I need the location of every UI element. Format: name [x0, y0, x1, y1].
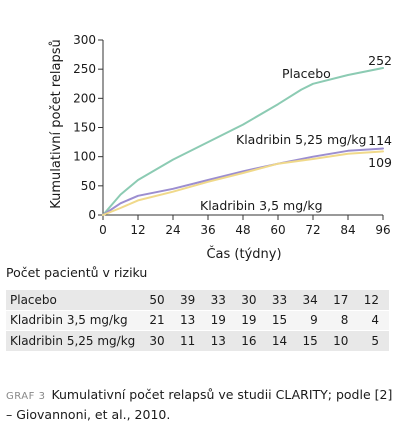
risk-row-name: Kladribin 3,5 mg/kg: [6, 310, 144, 331]
risk-cell: 33: [266, 290, 298, 311]
risk-cell: 10: [327, 330, 359, 352]
x-tick-label: 48: [235, 223, 250, 237]
risk-cell: 30: [235, 290, 267, 311]
risk-cell: 15: [297, 330, 328, 352]
risk-row-name: Kladribin 5,25 mg/kg: [6, 330, 144, 352]
y-tick-label: 250: [73, 62, 96, 76]
risk-cell: 9: [297, 310, 328, 331]
risk-cell: 5: [358, 330, 389, 352]
risk-row-placebo: Placebo 50 39 33 30 33 34 17 12: [6, 290, 389, 311]
y-tick-label: 50: [81, 179, 96, 193]
risk-cell: 4: [358, 310, 389, 331]
y-tick-label: 200: [73, 91, 96, 105]
risk-cell: 16: [235, 330, 267, 352]
label-placebo: Placebo: [282, 66, 331, 81]
risk-cell: 12: [358, 290, 389, 311]
end-value-placebo: 252: [368, 53, 392, 68]
x-tick-label: 36: [200, 223, 215, 237]
risk-row-name: Placebo: [6, 290, 144, 311]
x-tick-label: 24: [165, 223, 180, 237]
risk-cell: 13: [205, 330, 236, 352]
figure-caption: GRAF 3 Kumulativní počet relapsů ve studi…: [6, 386, 401, 424]
series-line: [102, 67, 384, 216]
y-tick-label: 0: [88, 208, 96, 222]
y-tick-label: 150: [73, 121, 96, 135]
risk-cell: 19: [235, 310, 267, 331]
end-value-kladribin-525: 114: [368, 133, 392, 148]
caption-text: Kumulativní počet relapsů ve studii CLAR…: [6, 387, 393, 422]
series-lines: [102, 67, 384, 216]
risk-table: Placebo 50 39 33 30 33 34 17 12 Kladribi…: [6, 290, 389, 352]
risk-cell: 15: [266, 310, 298, 331]
figure-label: GRAF 3: [6, 391, 46, 402]
x-tick-label: 72: [305, 223, 320, 237]
axes: 0 50 100 150 200 250 300 0 12 24 36 48 60 72 84 96: [73, 33, 391, 237]
x-tick-label: 12: [130, 223, 145, 237]
x-tick-label: 0: [99, 223, 107, 237]
risk-cell: 21: [144, 310, 175, 331]
risk-row-kladribin-525: Kladribin 5,25 mg/kg 30 11 13 16 14 15 1…: [6, 330, 389, 352]
series-line: [102, 147, 384, 216]
label-kladribin-525: Kladribin 5,25 mg/kg: [236, 132, 366, 147]
y-axis-label: Kumulativní počet relapsů: [49, 39, 64, 208]
risk-cell: 39: [174, 290, 206, 311]
risk-cell: 34: [297, 290, 328, 311]
label-kladribin-35: Kladribin 3,5 mg/kg: [200, 198, 323, 213]
relapse-chart: 0 50 100 150 200 250 300 0 12 24 36 48 60 72 84 96 Kumu…: [49, 33, 392, 262]
risk-cell: 11: [174, 330, 206, 352]
series-line: [102, 150, 384, 216]
risk-cell: 13: [174, 310, 206, 331]
risk-cell: 19: [205, 310, 236, 331]
risk-cell: 8: [327, 310, 359, 331]
x-tick-label: 84: [340, 223, 355, 237]
x-tick-label: 60: [270, 223, 285, 237]
risk-cell: 33: [205, 290, 236, 311]
x-tick-label: 96: [375, 223, 390, 237]
y-tick-label: 300: [73, 33, 96, 47]
risk-cell: 14: [266, 330, 298, 352]
x-axis-label: Čas (týdny): [206, 246, 281, 262]
risk-cell: 17: [327, 290, 359, 311]
risk-row-kladribin-35: Kladribin 3,5 mg/kg 21 13 19 19 15 9 8 4: [6, 310, 389, 331]
risk-table-title: Počet pacientů v riziku: [6, 265, 148, 280]
y-tick-label: 100: [73, 150, 96, 164]
end-value-kladribin-35: 109: [368, 155, 392, 170]
risk-cell: 30: [144, 330, 175, 352]
risk-cell: 50: [144, 290, 175, 311]
